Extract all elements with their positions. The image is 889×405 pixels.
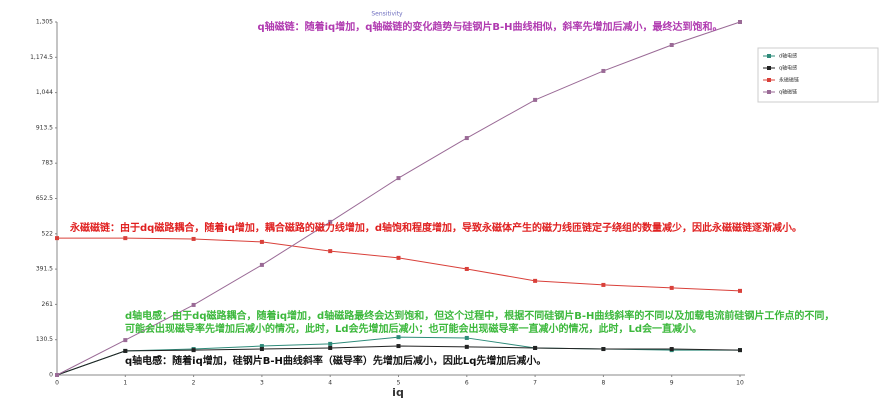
point xyxy=(601,68,606,73)
point xyxy=(328,341,333,346)
y-tick-label: 1,305 xyxy=(36,19,53,26)
x-tick-label: 8 xyxy=(601,380,605,387)
point xyxy=(601,347,606,352)
chart-title: Sensitivity xyxy=(371,11,403,18)
point xyxy=(191,348,196,353)
legend-label: 永磁磁链 xyxy=(779,77,799,84)
series-line xyxy=(56,21,741,376)
point xyxy=(259,344,264,349)
x-axis-label: iq xyxy=(392,386,404,399)
x-tick-label: 10 xyxy=(736,380,744,387)
point xyxy=(464,266,469,271)
y-tick-label: 261 xyxy=(42,301,54,308)
point xyxy=(328,249,333,254)
x-tick-label: 6 xyxy=(465,380,469,387)
point xyxy=(601,282,606,287)
point xyxy=(669,347,674,352)
point xyxy=(396,344,401,349)
legend-marker xyxy=(767,54,771,58)
x-tick-label: 5 xyxy=(397,380,401,387)
legend-box xyxy=(757,47,879,103)
y-tick-label: 913.5 xyxy=(36,124,53,131)
point xyxy=(533,278,538,283)
y-tick-label: 1,044 xyxy=(36,89,53,96)
point xyxy=(669,42,674,47)
point xyxy=(464,136,469,141)
x-tick-label: 2 xyxy=(192,380,196,387)
point xyxy=(669,285,674,290)
point xyxy=(738,20,742,24)
x-tick-label: 7 xyxy=(533,380,537,387)
legend-label: q轴磁链 xyxy=(779,89,797,96)
point xyxy=(55,236,59,241)
point xyxy=(123,236,128,241)
point xyxy=(259,347,264,352)
point xyxy=(328,345,333,350)
point xyxy=(738,348,742,353)
point xyxy=(328,219,333,224)
y-tick-label: 783 xyxy=(42,160,54,167)
annotation: 可能会出现磁导率先增加后减小的情况，此时，Ld会先增加后减小；也可能会出现磁导率… xyxy=(125,322,702,335)
y-tick-label: 652.5 xyxy=(36,195,53,202)
y-tick-label: 130.5 xyxy=(36,336,53,343)
point xyxy=(259,262,264,267)
annotation: d轴电感：由于dq磁路耦合，随着iq增加，d轴磁路最终会达到饱和，但这个过程中，… xyxy=(125,309,834,322)
annotation: 永磁磁链：由于dq磁路耦合，随着iq增加，耦合磁路的磁力线增加，d轴饱和程度增加… xyxy=(69,221,802,234)
x-tick-label: 0 xyxy=(55,380,59,387)
series-line xyxy=(57,237,741,292)
point xyxy=(533,345,538,350)
point xyxy=(123,348,128,353)
point xyxy=(464,335,469,340)
y-tick-label: 522 xyxy=(42,230,54,237)
x-tick-label: 1 xyxy=(123,380,127,387)
x-tick-label: 9 xyxy=(670,380,674,387)
legend-marker xyxy=(767,90,771,94)
annotation: q轴磁链：随着iq增加，q轴磁链的变化趋势与硅钢片B-H曲线相似，斜率先增加后减… xyxy=(257,20,722,33)
legend-label: q轴电感 xyxy=(779,65,797,72)
point xyxy=(464,344,469,349)
y-tick-label: 391.5 xyxy=(36,266,53,273)
legend-marker xyxy=(767,78,771,82)
legend-marker xyxy=(767,66,771,70)
point xyxy=(123,338,128,343)
point xyxy=(738,288,742,293)
x-tick-label: 3 xyxy=(260,380,264,387)
point xyxy=(396,176,401,181)
y-tick-label: 1,174.5 xyxy=(30,54,53,61)
point xyxy=(191,236,196,241)
y-tick-label: 0 xyxy=(49,372,53,379)
annotation: q轴电感：随着iq增加，硅钢片B-H曲线斜率（磁导率）先增加后减小，因此Lq先增… xyxy=(125,354,546,367)
point xyxy=(191,302,196,307)
point xyxy=(259,239,264,244)
point xyxy=(396,335,401,340)
legend-label: d轴电感 xyxy=(779,53,797,60)
point xyxy=(55,373,59,377)
point xyxy=(396,255,401,260)
x-tick-label: 4 xyxy=(328,380,332,387)
point xyxy=(533,97,538,102)
